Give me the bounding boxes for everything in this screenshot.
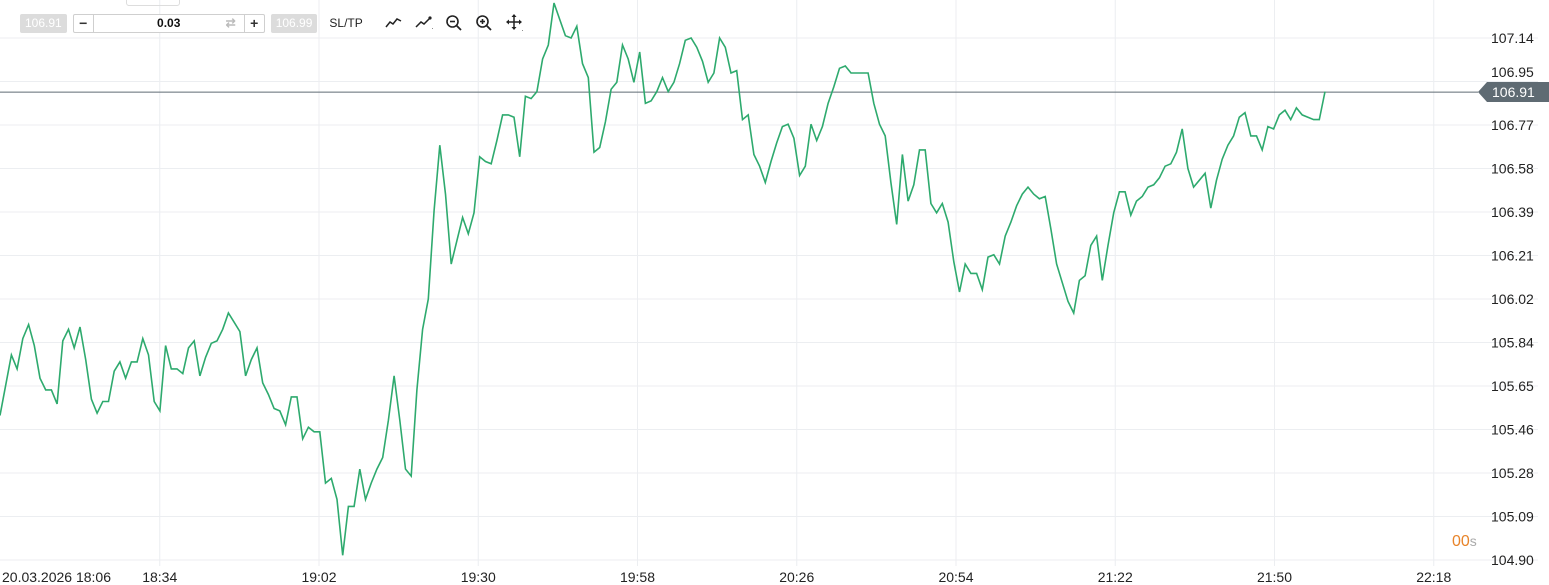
y-tick-label: 106.39	[1491, 204, 1534, 220]
y-tick-label: 104.90	[1491, 552, 1534, 568]
lot-stepper: − 0.03 ⇄ +	[72, 13, 265, 33]
y-tick-label: 106.58	[1491, 161, 1534, 177]
swap-icon[interactable]: ⇄	[225, 15, 236, 30]
x-tick-label: 21:50	[1257, 569, 1292, 585]
x-axis: 20.03.2026 18:06 18:34 19:02 19:30 19:58 20:2…	[2, 569, 1451, 585]
bid-price-button[interactable]: 106.91	[20, 13, 67, 33]
y-tick-label: 106.02	[1491, 291, 1534, 307]
x-tick-label: 18:34	[142, 569, 177, 585]
y-tick-label: 106.95	[1491, 64, 1534, 80]
lot-value: 0.03	[157, 15, 181, 30]
zoom-out-icon[interactable]	[445, 14, 463, 32]
y-tick-label: 105.46	[1491, 422, 1534, 438]
x-tick-label: 20.03.2026 18:06	[2, 569, 111, 585]
x-tick-label: 20:26	[779, 569, 814, 585]
price-series-line	[0, 2, 1326, 556]
current-price-label: 106.91	[1492, 84, 1535, 101]
timer-value: 00	[1452, 533, 1470, 550]
pan-move-icon[interactable]	[505, 14, 523, 32]
x-tick-label: 19:30	[461, 569, 496, 585]
chart-grid	[0, 0, 1538, 566]
current-price-tag: 106.91	[1478, 82, 1549, 103]
zoom-in-icon[interactable]	[475, 14, 493, 32]
y-tick-label: 105.09	[1491, 509, 1534, 525]
y-tick-label: 105.65	[1491, 378, 1534, 394]
top-partial-control	[126, 0, 180, 6]
y-tick-label: 105.28	[1491, 465, 1534, 481]
x-tick-label: 19:02	[301, 569, 336, 585]
y-axis: 107.14 106.95 106.77 106.58 106.39 106.21 106.…	[1491, 30, 1534, 568]
ask-price-button[interactable]: 106.99	[270, 13, 318, 33]
line-chart-icon[interactable]	[385, 14, 403, 32]
decrease-lot-button[interactable]: −	[74, 14, 94, 32]
chart-type-icon[interactable]	[415, 14, 433, 32]
y-tick-label: 106.77	[1491, 117, 1534, 133]
y-tick-label: 105.84	[1491, 335, 1534, 351]
timer-unit: s	[1469, 533, 1477, 549]
y-tick-label: 106.21	[1491, 248, 1534, 264]
lot-input[interactable]: 0.03 ⇄	[94, 15, 244, 32]
y-tick-label: 107.14	[1491, 30, 1534, 46]
x-tick-label: 19:58	[620, 569, 655, 585]
candle-timer: 00s	[1452, 533, 1477, 551]
x-tick-label: 21:22	[1098, 569, 1133, 585]
sltp-button[interactable]: SL/TP	[329, 16, 363, 30]
x-tick-label: 20:54	[938, 569, 973, 585]
trade-toolbar: 106.91 − 0.03 ⇄ + 106.99 SL/TP	[20, 13, 523, 33]
x-tick-label: 22:18	[1416, 569, 1451, 585]
increase-lot-button[interactable]: +	[243, 14, 264, 32]
